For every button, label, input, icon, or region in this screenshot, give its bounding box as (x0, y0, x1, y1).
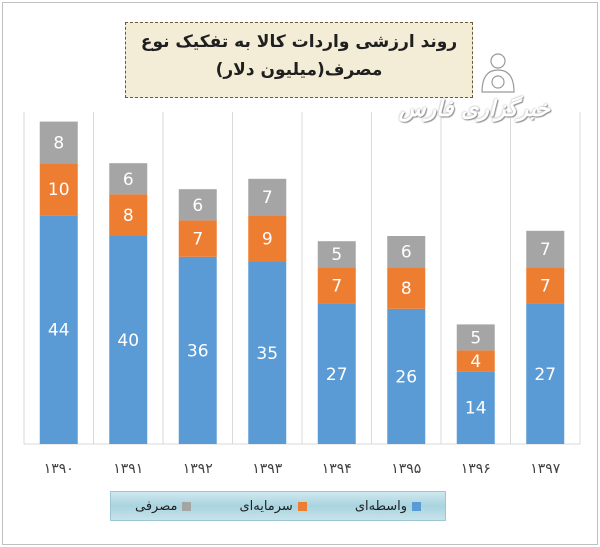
legend-swatch-intermediate (412, 501, 422, 511)
data-label-consumer: 6 (401, 243, 412, 263)
bar-consumer (39, 121, 78, 164)
bar-capital (248, 215, 287, 262)
bar-consumer (387, 236, 426, 268)
bar-intermediate (456, 371, 495, 444)
data-label-capital: 7 (192, 230, 203, 250)
data-label-intermediate: 36 (187, 341, 209, 361)
fars-news-logo: خبرگزاری فارس (399, 52, 550, 132)
bar-intermediate (109, 236, 148, 444)
data-label-intermediate: 40 (117, 331, 139, 351)
bar-capital (109, 194, 148, 236)
legend-label-intermediate: واسطه‌ای (354, 498, 408, 514)
data-label-consumer: 6 (192, 196, 203, 216)
chart-subtitle: مصرف(میلیون دلار) (215, 60, 383, 80)
data-label-capital: 8 (401, 279, 412, 299)
bar-intermediate (178, 256, 217, 444)
bar-intermediate (39, 215, 78, 444)
bar-consumer (456, 324, 495, 351)
bar-capital (178, 220, 217, 257)
x-tick-label: ۱۳۹۷ (530, 461, 561, 477)
chart-legend: واسطه‌ای سرمایه‌ای مصرفی (110, 491, 446, 521)
legend-label-consumer: مصرفی (135, 498, 178, 514)
data-label-consumer: 5 (331, 245, 342, 265)
bar-capital (387, 267, 426, 309)
x-tick-label: ۱۳۹۲ (183, 461, 213, 477)
legend-swatch-consumer (182, 501, 192, 511)
legend-swatch-capital (297, 501, 307, 511)
legend-label-capital: سرمایه‌ای (239, 498, 293, 514)
data-label-intermediate: 35 (256, 344, 278, 364)
bar-capital (526, 267, 565, 304)
data-label-intermediate: 14 (465, 399, 487, 419)
chart-title: روند ارزشی واردات کالا به تفکیک نوع (140, 32, 458, 52)
bar-capital (456, 350, 495, 372)
legend-item-consumer: مصرفی (135, 498, 192, 514)
bar-consumer (317, 241, 356, 268)
bar-consumer (109, 163, 148, 195)
data-label-capital: 8 (123, 206, 134, 226)
data-label-capital: 7 (331, 276, 342, 296)
fars-logo-text: خبرگزاری فارس (398, 96, 550, 122)
bar-capital (317, 267, 356, 304)
bar-capital (39, 163, 78, 216)
data-label-consumer: 6 (123, 170, 134, 190)
bar-intermediate (317, 303, 356, 444)
x-tick-label: ۱۳۹۶ (461, 461, 491, 477)
chart-title-box: روند ارزشی واردات کالا به تفکیک نوع مصرف… (125, 22, 473, 98)
data-label-consumer: 8 (53, 133, 64, 153)
legend-item-intermediate: واسطه‌ای (354, 498, 422, 514)
data-label-intermediate: 27 (534, 365, 556, 385)
x-tick-label: ۱۳۹۰ (44, 461, 74, 477)
data-label-intermediate: 26 (395, 367, 417, 387)
x-tick-label: ۱۳۹۵ (391, 461, 421, 477)
legend-item-capital: سرمایه‌ای (239, 498, 307, 514)
data-label-capital: 10 (48, 180, 70, 200)
bar-intermediate (387, 308, 426, 444)
data-label-capital: 4 (470, 352, 481, 372)
data-label-consumer: 5 (470, 328, 481, 348)
data-label-intermediate: 27 (326, 365, 348, 385)
bar-intermediate (248, 262, 287, 444)
bar-consumer (526, 230, 565, 268)
x-tick-label: ۱۳۹۱ (113, 461, 143, 477)
data-label-capital: 9 (262, 230, 273, 250)
data-label-intermediate: 44 (48, 321, 70, 341)
fars-logo-icon (481, 53, 515, 93)
data-label-consumer: 7 (262, 188, 273, 208)
data-label-capital: 7 (540, 276, 551, 296)
x-tick-label: ۱۳۹۳ (252, 461, 283, 477)
x-tick-label: ۱۳۹۴ (322, 461, 352, 477)
bar-consumer (178, 189, 217, 221)
bar-consumer (248, 178, 287, 216)
data-label-consumer: 7 (540, 240, 551, 260)
bar-intermediate (526, 303, 565, 444)
